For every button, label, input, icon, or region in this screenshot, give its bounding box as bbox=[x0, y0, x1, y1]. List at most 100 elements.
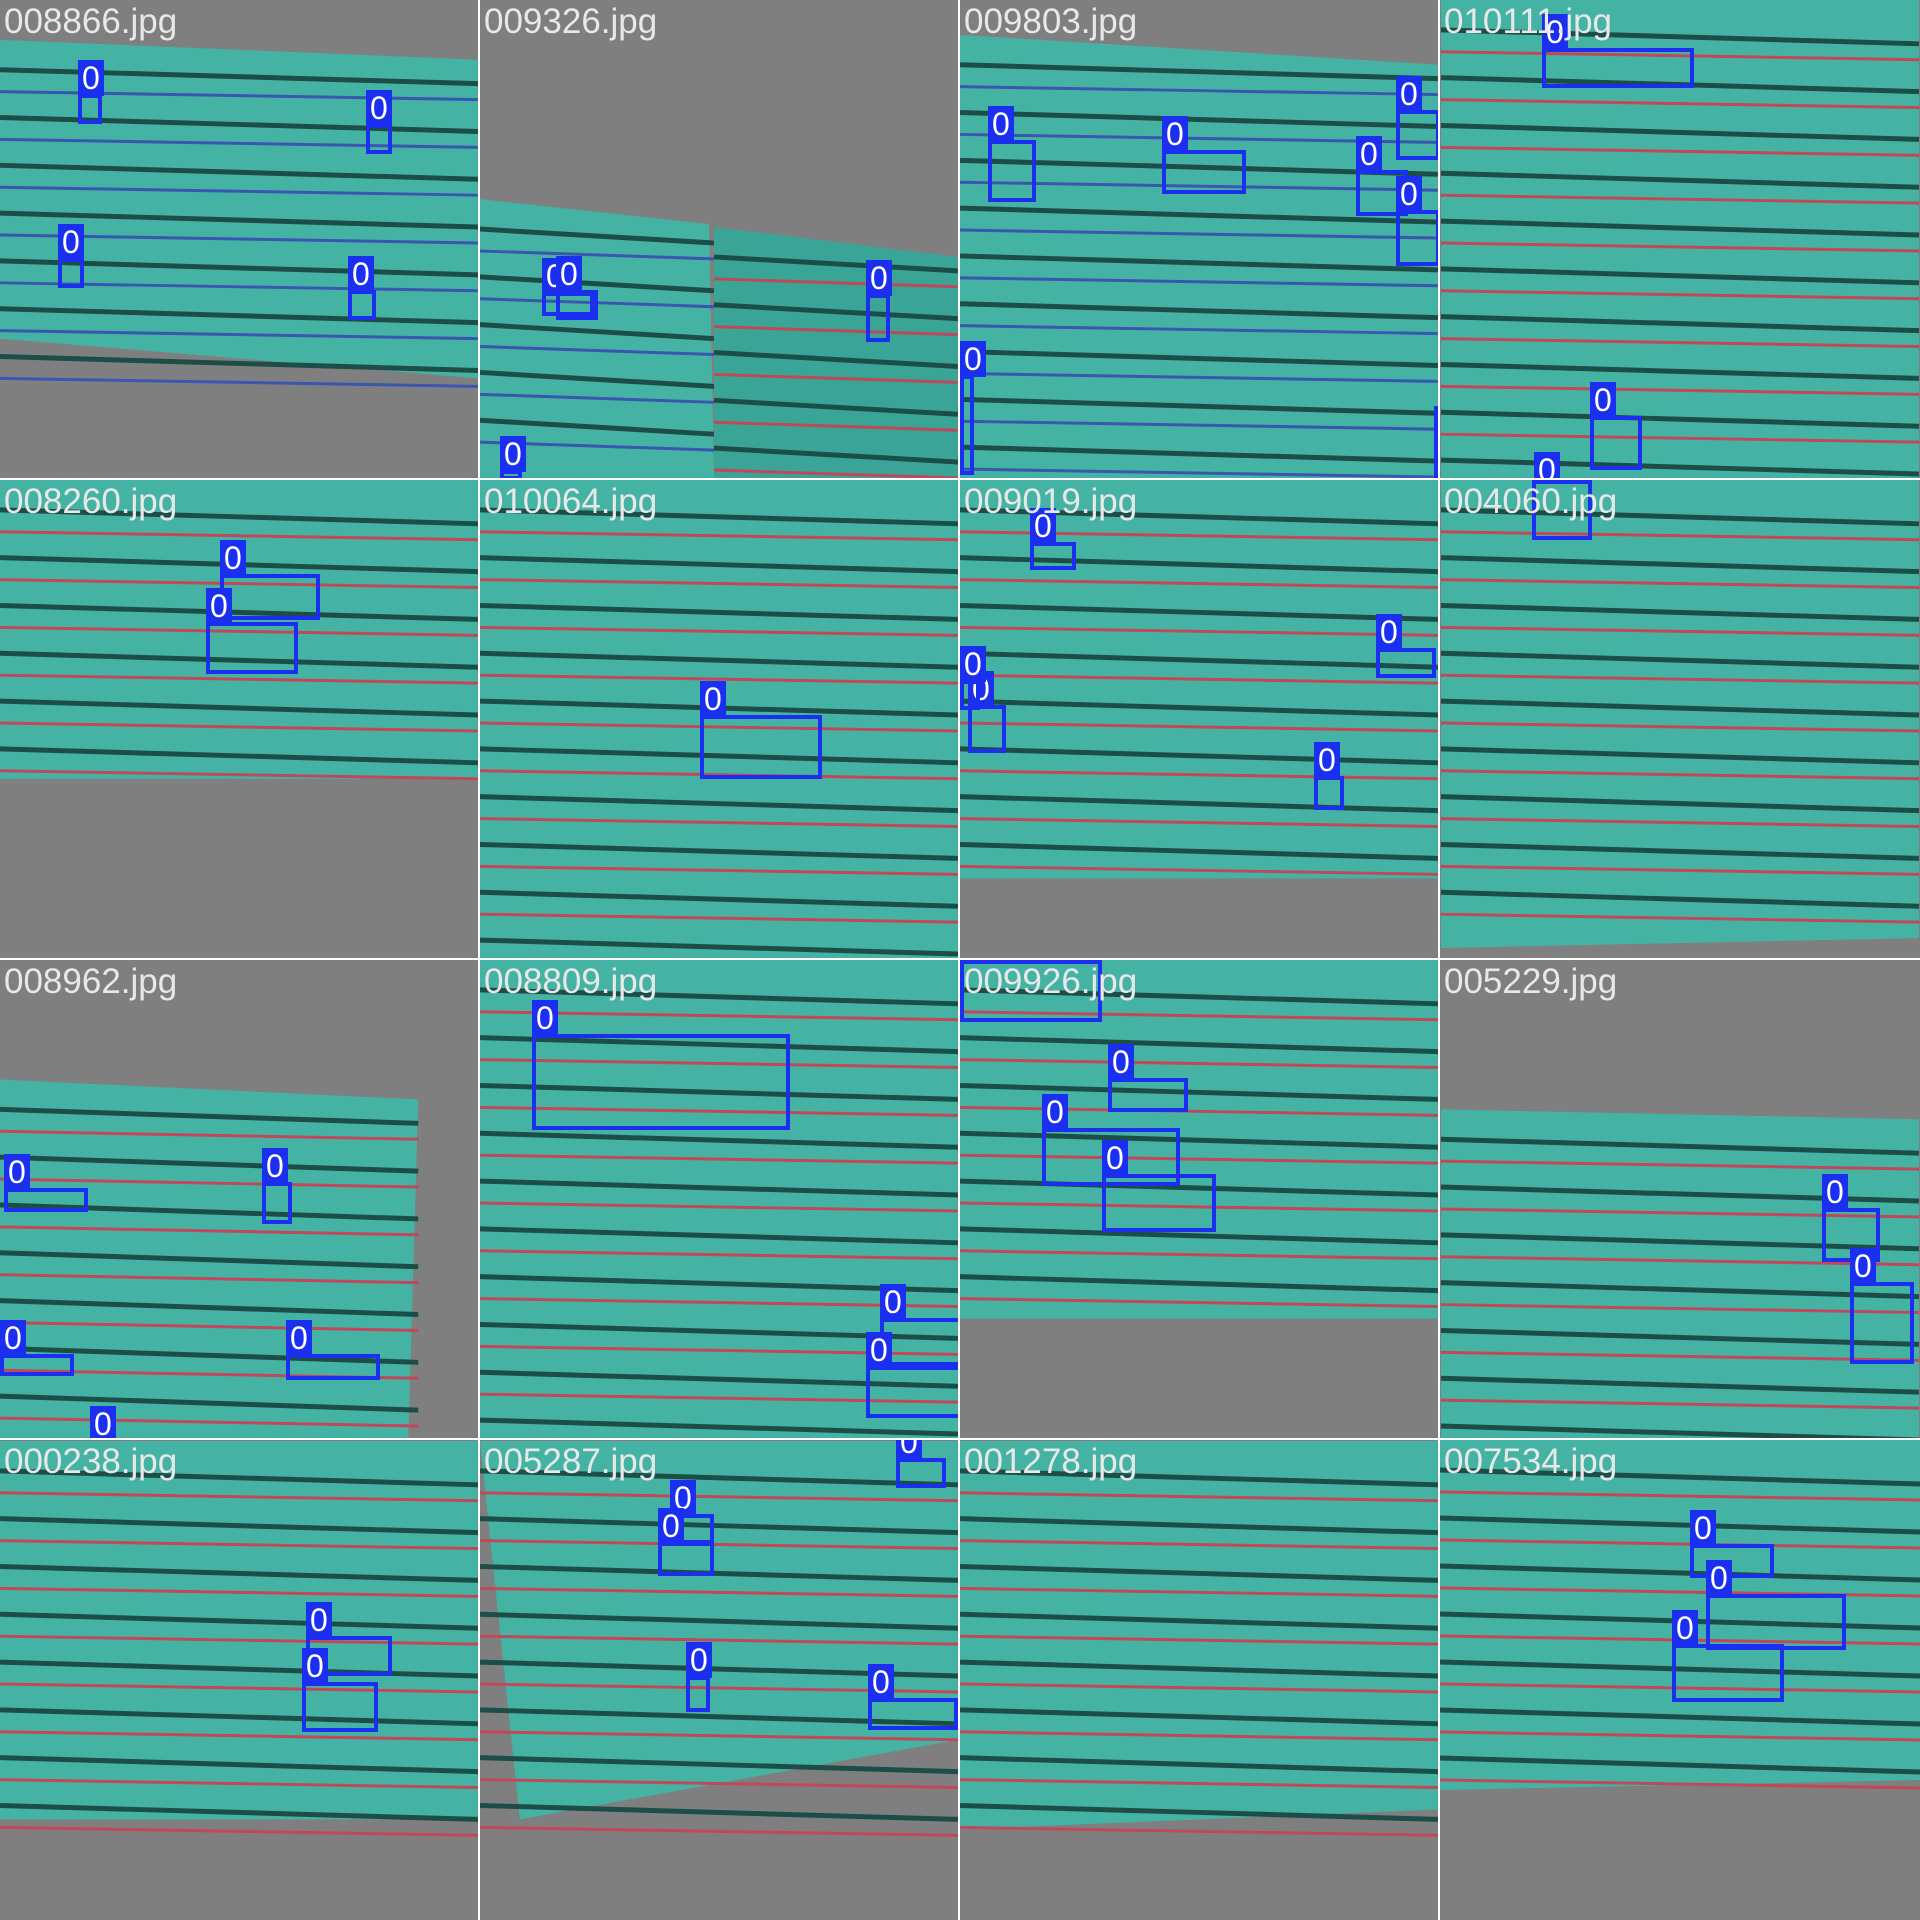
detection-box: 0 bbox=[960, 960, 1102, 1022]
lane-line bbox=[1440, 409, 1920, 429]
lane-rope bbox=[480, 912, 958, 924]
lane-rope bbox=[1440, 769, 1920, 781]
pool-image bbox=[480, 960, 958, 1438]
lane-line bbox=[480, 322, 715, 342]
detection-box: 0 bbox=[960, 646, 986, 710]
lane-rope bbox=[713, 325, 958, 337]
lane-rope bbox=[0, 769, 478, 781]
lane-rope bbox=[0, 1273, 419, 1285]
lane-line bbox=[480, 1563, 958, 1583]
lane-line bbox=[0, 1250, 419, 1270]
detection-box: 0 bbox=[658, 1508, 714, 1576]
pool-surface bbox=[480, 1441, 958, 1820]
detection-box: 0 bbox=[58, 224, 84, 288]
lane-line bbox=[480, 1755, 958, 1775]
lane-line bbox=[1440, 1659, 1920, 1679]
lane-rope bbox=[0, 1129, 419, 1141]
pool-surface bbox=[480, 960, 958, 1438]
lane-rope bbox=[960, 578, 1438, 590]
lane-line bbox=[960, 794, 1438, 814]
lane-line bbox=[480, 1178, 958, 1198]
class-label: 0 bbox=[1534, 452, 1560, 478]
mosaic-tile: 0000000009803.jpg bbox=[960, 0, 1440, 480]
lane-line bbox=[480, 650, 958, 670]
detection-box: 0 bbox=[1376, 614, 1436, 678]
lane-rope bbox=[1440, 432, 1920, 444]
pool-surface bbox=[960, 34, 1438, 478]
tile-filename: 009926.jpg bbox=[964, 962, 1138, 1001]
detection-box: 0 bbox=[4, 1154, 88, 1212]
lane-line bbox=[0, 210, 478, 230]
lane-line bbox=[0, 258, 478, 278]
detection-box: 0 bbox=[1434, 406, 1438, 478]
lane-rope bbox=[960, 85, 1438, 97]
detection-box: 0 bbox=[1396, 76, 1438, 160]
detection-box: 0 bbox=[1690, 1510, 1774, 1578]
detection-box: 0 bbox=[866, 1332, 958, 1418]
lane-rope bbox=[1440, 1538, 1920, 1550]
pool-surface bbox=[0, 1441, 478, 1820]
class-label: 0 bbox=[0, 1320, 26, 1356]
lane-rope bbox=[960, 1153, 1438, 1165]
class-label: 0 bbox=[1672, 1610, 1698, 1646]
tile-filename: 004060.jpg bbox=[1444, 482, 1618, 521]
lane-line bbox=[480, 1369, 958, 1389]
lane-rope bbox=[480, 625, 958, 637]
mosaic-tile: 001278.jpg bbox=[960, 1440, 1440, 1920]
lane-rope bbox=[960, 769, 1438, 781]
pool-surface bbox=[1441, 480, 1919, 949]
class-label: 0 bbox=[1706, 1560, 1732, 1596]
lane-line bbox=[480, 987, 958, 1007]
lane-line bbox=[0, 602, 478, 622]
lane-rope bbox=[1440, 98, 1920, 110]
lane-rope bbox=[0, 1225, 419, 1237]
lane-line bbox=[480, 1611, 958, 1631]
lane-line bbox=[960, 987, 1438, 1007]
lane-rope bbox=[480, 1058, 958, 1070]
lane-line bbox=[960, 1178, 1438, 1198]
tile-filename: 000238.jpg bbox=[4, 1442, 178, 1481]
pool-image bbox=[0, 480, 478, 781]
lane-line bbox=[480, 417, 715, 437]
detection-box: 0 bbox=[1108, 1044, 1188, 1112]
mosaic-tile: 0 0 0 008809.jpg bbox=[480, 960, 960, 1440]
pool-surface bbox=[0, 39, 478, 379]
lane-rope bbox=[0, 1730, 478, 1742]
class-label: 0 bbox=[4, 1154, 30, 1190]
lane-line bbox=[1440, 218, 1920, 238]
lane-line bbox=[480, 1274, 958, 1294]
class-label: 0 bbox=[366, 90, 392, 126]
lane-rope bbox=[1440, 1730, 1920, 1742]
lane-rope bbox=[960, 276, 1438, 288]
detection-box: 0 bbox=[286, 1320, 380, 1380]
detection-box: 0 bbox=[700, 681, 822, 779]
class-label: 0 bbox=[348, 256, 374, 292]
lane-line bbox=[960, 650, 1438, 670]
lane-rope bbox=[0, 1491, 478, 1503]
detection-box: 0 bbox=[500, 436, 526, 478]
pool-image bbox=[1440, 0, 1920, 478]
lane-line bbox=[480, 274, 715, 294]
lane-line bbox=[0, 354, 478, 373]
lane-line bbox=[0, 650, 478, 670]
class-label: 0 bbox=[532, 1000, 558, 1036]
lane-line bbox=[1440, 1136, 1920, 1156]
lane-line bbox=[480, 1802, 958, 1822]
class-label: 0 bbox=[1356, 136, 1382, 172]
detection-box: 0 bbox=[1706, 1560, 1846, 1650]
detection-box: 0 bbox=[1672, 1610, 1784, 1702]
lane-line bbox=[480, 602, 958, 622]
tile-filename: 009019.jpg bbox=[964, 482, 1138, 521]
lane-line bbox=[1440, 1375, 1920, 1395]
lane-rope bbox=[1440, 1398, 1920, 1410]
lane-rope bbox=[960, 1778, 1438, 1790]
pool-image bbox=[960, 960, 1438, 1319]
lane-line bbox=[713, 254, 958, 274]
class-label: 0 bbox=[686, 1642, 712, 1678]
lane-line bbox=[960, 1755, 1438, 1775]
lane-rope bbox=[1440, 193, 1920, 205]
class-label: 0 bbox=[866, 260, 892, 296]
lane-line bbox=[480, 1417, 958, 1437]
lane-line bbox=[960, 444, 1438, 464]
